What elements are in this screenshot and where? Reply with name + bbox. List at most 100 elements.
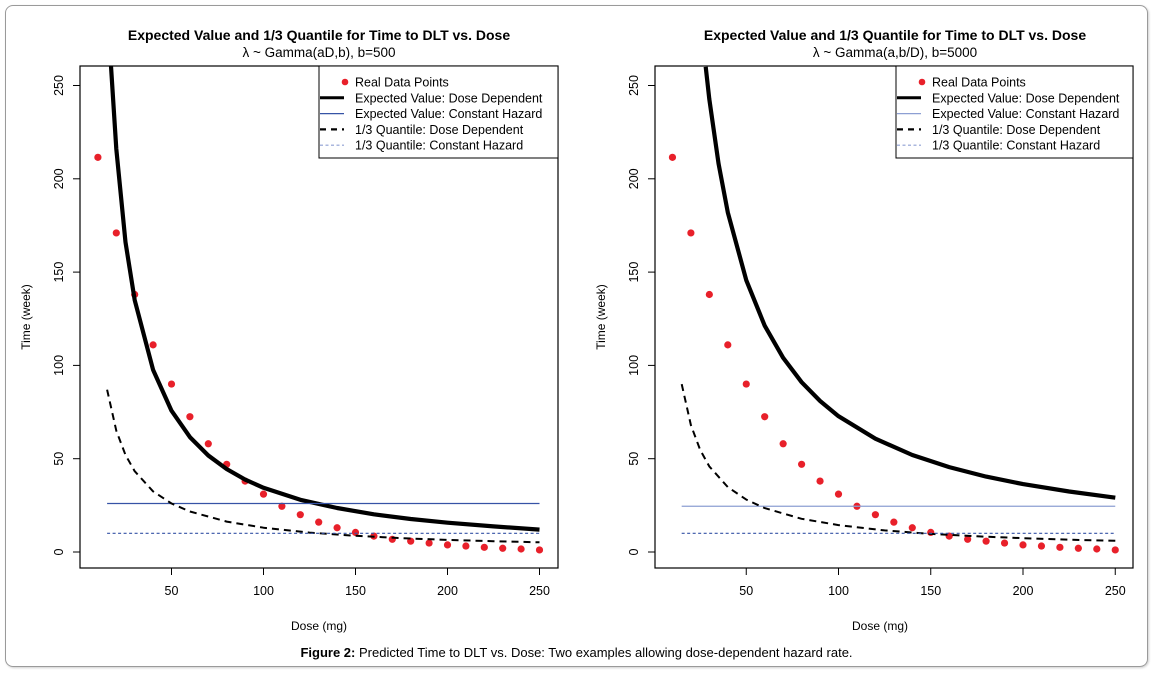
legend-label: 1/3 Quantile: Constant Hazard (932, 139, 1100, 153)
data-point (296, 511, 304, 519)
data-point (480, 543, 488, 551)
y-axis-label: Time (week) (19, 284, 33, 350)
expected-value-dose-dependent-curve (108, 66, 540, 532)
legend-label: Real Data Points (355, 76, 449, 90)
y-axis-label: Time (week) (594, 284, 608, 350)
x-axis-label: Dose (mg) (291, 619, 347, 633)
y-tick-label: 250 (627, 75, 641, 96)
y-tick-label: 150 (52, 262, 66, 283)
1-3-quantile-dose-dependent-curve (680, 383, 1116, 542)
data-point (315, 518, 323, 526)
data-point (1037, 542, 1046, 550)
legend-label: Expected Value: Constant Hazard (355, 107, 542, 121)
y-tick-label: 150 (627, 262, 641, 283)
plot-marks (94, 66, 544, 554)
data-point (351, 528, 360, 537)
data-point (112, 229, 120, 237)
data-point (535, 546, 544, 554)
expected-value-dose-dependent-curve (703, 66, 1116, 500)
legend-point-icon (918, 78, 926, 86)
x-tick-label: 50 (165, 584, 179, 598)
x-axis: 50 100 150 200 250 (165, 568, 550, 598)
plot-subtitle: λ ~ Gamma(a,b/D), b=5000 (813, 45, 977, 60)
data-point (1111, 546, 1119, 554)
y-axis: 0 50 100 150 200 250 (52, 75, 81, 555)
y-tick-label: 50 (52, 452, 66, 466)
data-point (425, 539, 433, 547)
y-tick-label: 100 (52, 355, 66, 376)
y-tick-label: 200 (627, 168, 641, 189)
data-point (186, 413, 194, 421)
y-tick-label: 0 (52, 548, 66, 555)
x-tick-label: 200 (437, 584, 458, 598)
plot-title: Expected Value and 1/3 Quantile for Time… (128, 27, 510, 43)
data-point (94, 153, 102, 161)
data-point (798, 460, 806, 468)
data-point (964, 535, 972, 543)
x-tick-label: 250 (1105, 584, 1126, 598)
data-point (1074, 544, 1082, 552)
plot-subtitle: λ ~ Gamma(aD,b), b=500 (242, 45, 395, 60)
y-tick-label: 200 (52, 168, 66, 189)
legend-label: Expected Value: Dose Dependent (355, 91, 543, 105)
legend-label: Expected Value: Constant Hazard (932, 107, 1119, 121)
data-point (517, 545, 525, 553)
data-point (1000, 539, 1009, 547)
legend-label: Real Data Points (932, 76, 1026, 90)
data-point (462, 542, 470, 550)
right-plot: Expected Value and 1/3 Quantile for Time… (594, 27, 1134, 633)
plot-title: Expected Value and 1/3 Quantile for Time… (704, 27, 1086, 43)
data-point (278, 502, 286, 510)
data-point (705, 290, 713, 299)
caption-label: Figure 2: (300, 645, 356, 660)
x-tick-label: 150 (345, 584, 366, 598)
data-point (742, 380, 750, 388)
left-plot: Expected Value and 1/3 Quantile for Time… (19, 27, 559, 633)
data-point (668, 153, 677, 161)
legend-box (318, 65, 559, 159)
y-tick-label: 0 (627, 548, 641, 555)
data-point (834, 490, 843, 498)
data-point (761, 413, 769, 421)
y-tick-label: 50 (627, 452, 641, 466)
data-point (333, 524, 341, 532)
1-3-quantile-dose-dependent-curve (106, 389, 540, 544)
figure-caption: Figure 2: Predicted Time to DLT vs. Dose… (0, 645, 1153, 660)
legend-label: 1/3 Quantile: Constant Hazard (355, 139, 523, 153)
x-tick-label: 150 (920, 584, 941, 598)
legend-label: 1/3 Quantile: Dose Dependent (932, 123, 1101, 137)
data-point (499, 544, 507, 552)
data-point (167, 380, 176, 388)
y-tick-label: 100 (627, 355, 641, 376)
x-axis: 50 100 150 200 250 (739, 568, 1126, 598)
data-point (908, 524, 916, 532)
data-point (443, 541, 452, 549)
legend-label: 1/3 Quantile: Dose Dependent (355, 123, 524, 137)
x-tick-label: 200 (1013, 584, 1034, 598)
x-axis-label: Dose (mg) (852, 619, 908, 633)
x-tick-label: 100 (828, 584, 849, 598)
data-point (204, 440, 212, 448)
x-tick-label: 100 (253, 584, 274, 598)
y-tick-label: 250 (52, 75, 66, 96)
data-point (687, 229, 695, 237)
figure-frame (5, 5, 1148, 667)
legend-point-icon (341, 78, 349, 86)
data-point (871, 511, 879, 519)
data-point (779, 440, 787, 448)
plot-marks (668, 66, 1119, 554)
data-point (982, 537, 990, 545)
data-point (816, 477, 824, 485)
data-point (1056, 543, 1064, 551)
data-point (1019, 541, 1027, 549)
data-point (259, 490, 268, 498)
x-tick-label: 250 (529, 584, 550, 598)
data-point (890, 518, 898, 526)
legend-label: Expected Value: Dose Dependent (932, 91, 1120, 105)
data-point (149, 341, 157, 349)
y-axis: 0 50 100 150 200 250 (627, 75, 656, 555)
caption-text: Predicted Time to DLT vs. Dose: Two exam… (355, 645, 853, 660)
data-point (1093, 545, 1101, 553)
